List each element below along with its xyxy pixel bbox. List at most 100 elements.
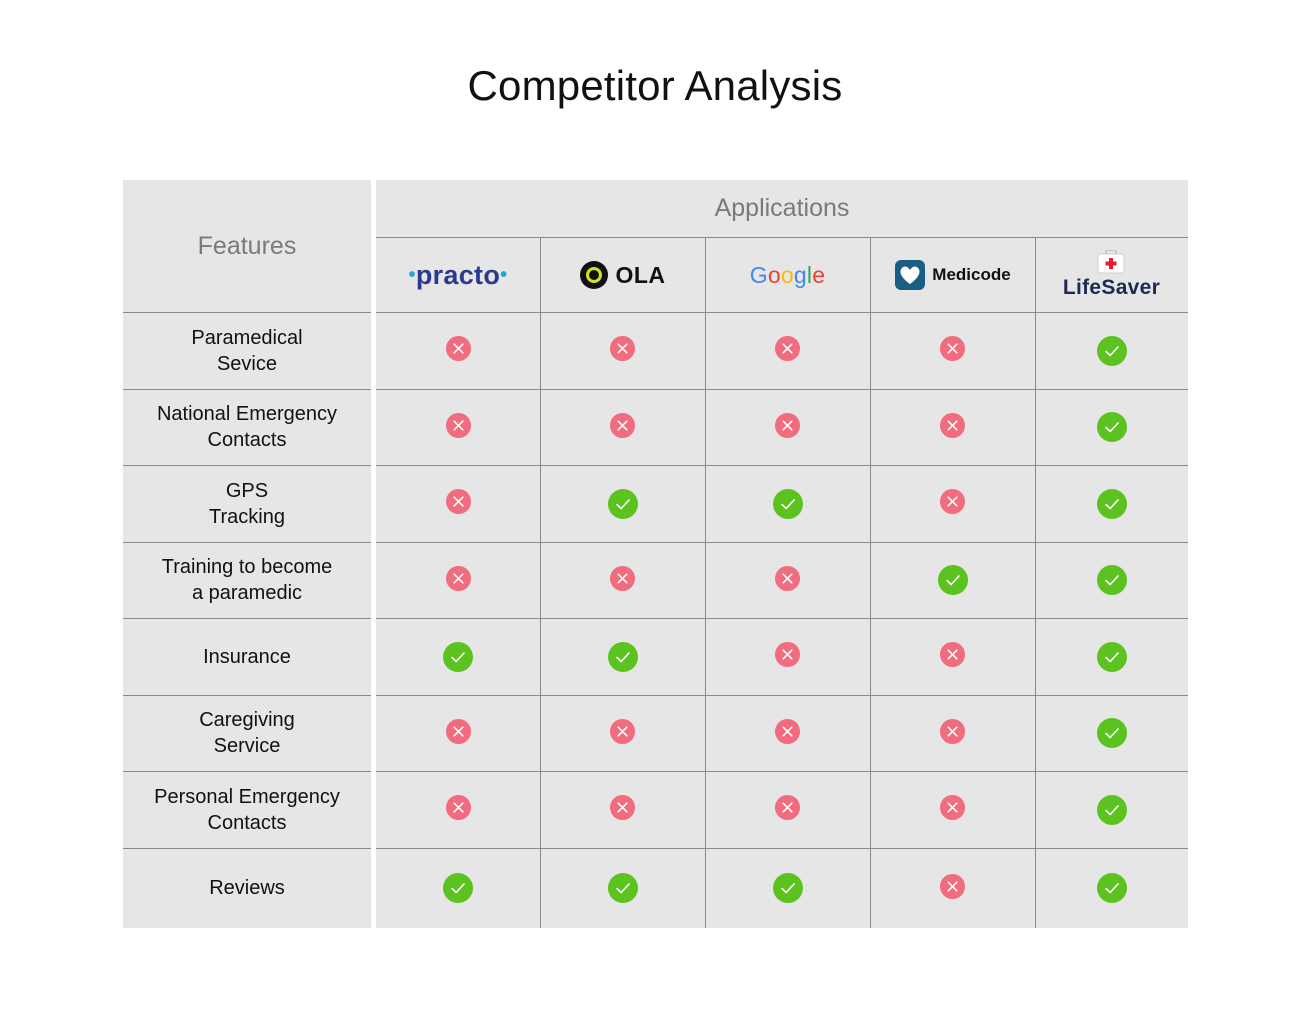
heart-icon <box>895 260 926 290</box>
cross-icon <box>445 412 471 438</box>
feature-label: Reviews <box>209 877 285 899</box>
row-divider <box>376 465 1188 466</box>
cross-icon <box>609 718 636 744</box>
row-divider <box>123 389 371 390</box>
cross-icon <box>445 335 471 362</box>
feature-label: Personal Emergency Contacts <box>154 785 340 834</box>
medicode-logo: Medicode <box>894 259 1011 291</box>
row-divider <box>123 695 371 696</box>
cross-icon <box>774 412 801 438</box>
features-header: Features <box>197 231 297 260</box>
check-icon <box>443 641 473 672</box>
unsupported-cell <box>540 312 705 389</box>
cross-icon <box>445 565 471 591</box>
check-icon <box>1096 412 1127 442</box>
first-aid-kit-icon <box>1097 250 1125 274</box>
unsupported-cell <box>376 389 540 465</box>
cross-icon <box>939 873 966 899</box>
unsupported-cell <box>705 389 870 465</box>
supported-cell <box>1035 848 1188 928</box>
row-divider <box>123 618 371 619</box>
cross-icon <box>445 488 471 515</box>
unsupported-cell <box>705 542 870 618</box>
supported-cell <box>1035 618 1188 695</box>
application-header-cell: Google <box>705 238 870 312</box>
row-divider <box>376 771 1188 772</box>
row-divider <box>123 465 371 466</box>
check-icon <box>1096 794 1127 825</box>
unsupported-cell <box>705 771 870 848</box>
unsupported-cell <box>540 771 705 848</box>
supported-cell <box>1035 542 1188 618</box>
feature-label: Training to become a paramedic <box>161 556 333 604</box>
column-divider <box>705 237 706 928</box>
row-divider <box>123 312 371 313</box>
row-divider <box>376 312 1188 313</box>
column-divider <box>1035 237 1036 928</box>
cross-icon <box>445 794 471 821</box>
cross-icon <box>939 718 966 744</box>
row-divider <box>376 695 1188 696</box>
page-title: Competitor Analysis <box>467 62 843 109</box>
application-header-cell: OLA <box>540 238 705 312</box>
feature-label: Caregiving Service <box>199 709 295 757</box>
row-divider <box>376 389 1188 390</box>
supported-cell <box>540 848 705 928</box>
supported-cell <box>1035 771 1188 848</box>
supported-cell <box>1035 389 1188 465</box>
practo-dot-icon: • <box>408 263 416 286</box>
cross-icon <box>774 718 801 744</box>
practo-dot-icon: • <box>500 263 508 286</box>
check-icon <box>443 873 473 903</box>
unsupported-cell <box>540 695 705 771</box>
cross-icon <box>609 412 636 438</box>
check-icon <box>1096 873 1127 903</box>
cross-icon <box>445 718 471 744</box>
applications-header: Applications <box>714 194 850 222</box>
lifesaver-logo: LifeSaver <box>1063 250 1160 300</box>
unsupported-cell <box>540 389 705 465</box>
ola-circle-icon <box>580 261 609 289</box>
check-icon <box>772 488 803 519</box>
unsupported-cell <box>705 695 870 771</box>
cross-icon <box>774 794 801 821</box>
lifesaver-wordmark: LifeSaver <box>1062 276 1161 299</box>
unsupported-cell <box>870 771 1035 848</box>
application-header-cell: LifeSaver <box>1035 238 1188 312</box>
check-icon <box>607 873 638 903</box>
header-divider <box>376 237 1188 238</box>
cross-icon <box>774 335 801 362</box>
cross-icon <box>774 641 801 668</box>
check-icon <box>1096 641 1127 672</box>
google-logo: Google <box>749 261 826 288</box>
check-icon <box>772 873 803 903</box>
unsupported-cell <box>870 312 1035 389</box>
row-divider <box>376 618 1188 619</box>
row-divider <box>376 848 1188 849</box>
cross-icon <box>939 488 966 515</box>
feature-label: GPS Tracking <box>209 479 285 528</box>
row-divider <box>123 542 371 543</box>
application-header-cell: • practo • <box>376 238 540 312</box>
supported-cell <box>376 848 540 928</box>
supported-cell <box>540 465 705 542</box>
ola-wordmark: OLA <box>615 261 666 288</box>
unsupported-cell <box>705 312 870 389</box>
unsupported-cell <box>540 542 705 618</box>
supported-cell <box>870 542 1035 618</box>
check-icon <box>937 565 968 595</box>
cross-icon <box>609 335 636 362</box>
row-divider <box>376 542 1188 543</box>
unsupported-cell <box>376 771 540 848</box>
check-icon <box>1096 565 1127 595</box>
supported-cell <box>1035 465 1188 542</box>
cross-icon <box>939 794 966 821</box>
applications-block: Applications • practo • OLA Google Medicode Li… <box>376 180 1188 928</box>
supported-cell <box>705 465 870 542</box>
feature-label: National Emergency Contacts <box>156 403 338 451</box>
check-icon <box>607 641 638 672</box>
cross-icon <box>609 565 636 591</box>
column-divider <box>540 237 541 928</box>
cross-icon <box>609 794 636 821</box>
